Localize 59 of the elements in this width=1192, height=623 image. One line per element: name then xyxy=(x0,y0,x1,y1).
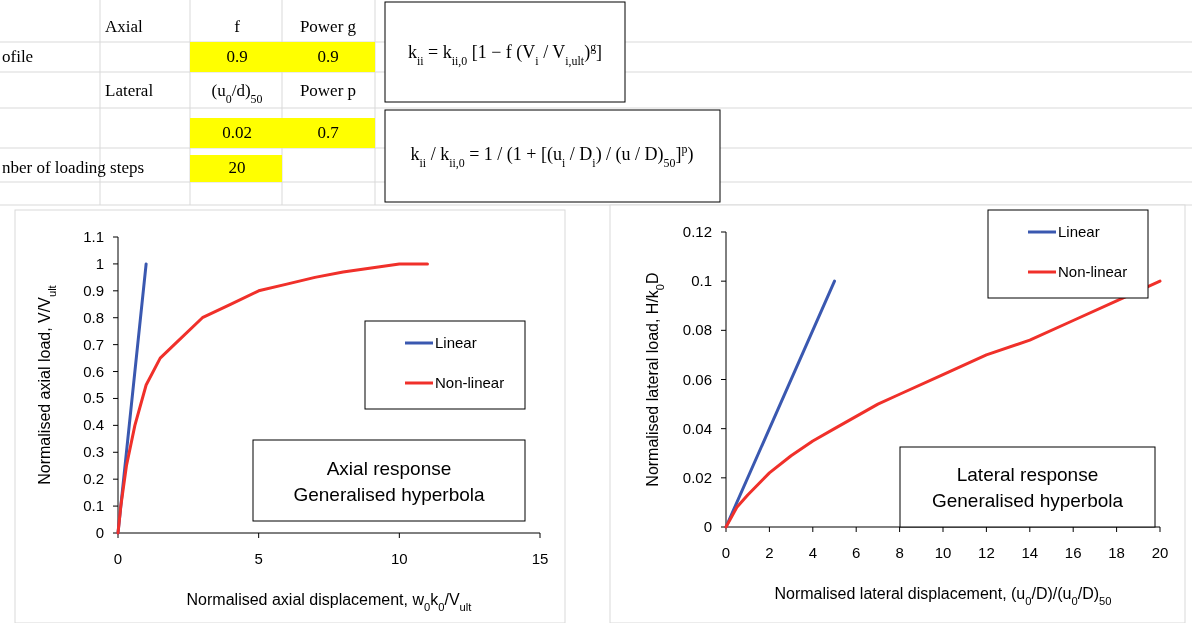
text: 0.9 xyxy=(317,47,339,66)
y-tick-label: 0.6 xyxy=(83,362,104,380)
y-tick-label: 0.4 xyxy=(83,416,104,434)
text: 20 xyxy=(228,158,246,177)
y-tick-label: 0.1 xyxy=(83,497,104,515)
text: Lateral xyxy=(105,81,154,100)
y-tick-label: 0 xyxy=(95,524,104,541)
x-tick-label: 6 xyxy=(852,544,861,561)
text: 0.9 xyxy=(226,47,248,66)
x-tick-label: 10 xyxy=(934,544,952,561)
x-tick-label: 0 xyxy=(113,550,123,567)
text: f xyxy=(234,17,241,36)
x-tick-label: 14 xyxy=(1021,544,1039,561)
x-tick-label: 12 xyxy=(978,544,995,561)
y-tick-label: 0.7 xyxy=(83,335,104,353)
y-tick-label: 0.02 xyxy=(682,468,712,486)
y-tick-label: 0.04 xyxy=(682,419,712,437)
text: nber of loading steps xyxy=(2,158,145,177)
y-tick-label: 0.12 xyxy=(682,223,712,240)
x-tick-label: 5 xyxy=(254,550,263,567)
text: ofile xyxy=(2,47,34,66)
y-tick-label: 1.1 xyxy=(83,228,104,245)
y-tick-label: 0.06 xyxy=(682,370,712,388)
text: 0.02 xyxy=(222,123,252,142)
legend-label: Non-linear xyxy=(435,374,505,391)
text: Axial xyxy=(105,17,144,36)
x-tick-label: 18 xyxy=(1108,544,1125,561)
legend-label: Linear xyxy=(435,334,477,351)
y-tick-label: 0.2 xyxy=(83,470,104,488)
annotation: Lateral response Generalised hyperbola xyxy=(931,464,1124,511)
x-tick-label: 0 xyxy=(721,544,731,561)
x-axis-title: Normalised axial displacement, w$_{0}$k$_{0}$/V$_{ult}$ xyxy=(186,591,473,613)
text-box: Lateral response Generalised hyperbola xyxy=(899,446,1156,528)
y-tick-label: 0.08 xyxy=(682,321,712,339)
legend-label: Linear xyxy=(1058,223,1100,240)
legend-label: Non-linear xyxy=(1058,263,1128,280)
text-box: Axial response Generalised hyperbola xyxy=(252,439,526,522)
text: Power p xyxy=(299,81,357,100)
y-tick-label: 0.1 xyxy=(691,272,712,290)
x-tick-label: 15 xyxy=(531,550,549,567)
x-tick-label: 20 xyxy=(1151,544,1169,561)
y-tick-label: 0.8 xyxy=(83,308,104,326)
y-tick-label: 0.5 xyxy=(83,389,104,407)
text: 0.7 xyxy=(317,123,340,142)
text: k$_{ii}$ = k$_{ii,0}$ [1 − f (V$_{i}$ / V$_{i,ult}$)$^{g}$] xyxy=(407,40,603,68)
y-tick-label: 0.3 xyxy=(83,443,104,461)
x-tick-label: 4 xyxy=(808,544,817,561)
x-tick-label: 10 xyxy=(390,550,408,567)
x-tick-label: 16 xyxy=(1064,544,1082,561)
text: k$_{ii}$ / k$_{ii,0}$ = 1 / (1 + [(u$_{i}$ / D$_{i}$) / (u / D)$_{50}$]$^{p}$) xyxy=(410,142,694,170)
x-tick-label: 8 xyxy=(895,544,904,561)
annotation: Axial response Generalised hyperbola xyxy=(293,457,486,505)
y-tick-label: 0.9 xyxy=(83,281,104,299)
y-tick-label: 0 xyxy=(703,518,712,535)
y-tick-label: 1 xyxy=(95,254,104,272)
text: Power g xyxy=(299,17,357,36)
text: (u$_{0}$/d)$_{50}$ xyxy=(211,81,263,106)
x-tick-label: 2 xyxy=(765,544,774,561)
x-axis-title: Normalised lateral displacement, (u$_{0}$/D)/(u$_{0}$/D)$_{50}$ xyxy=(774,585,1112,607)
